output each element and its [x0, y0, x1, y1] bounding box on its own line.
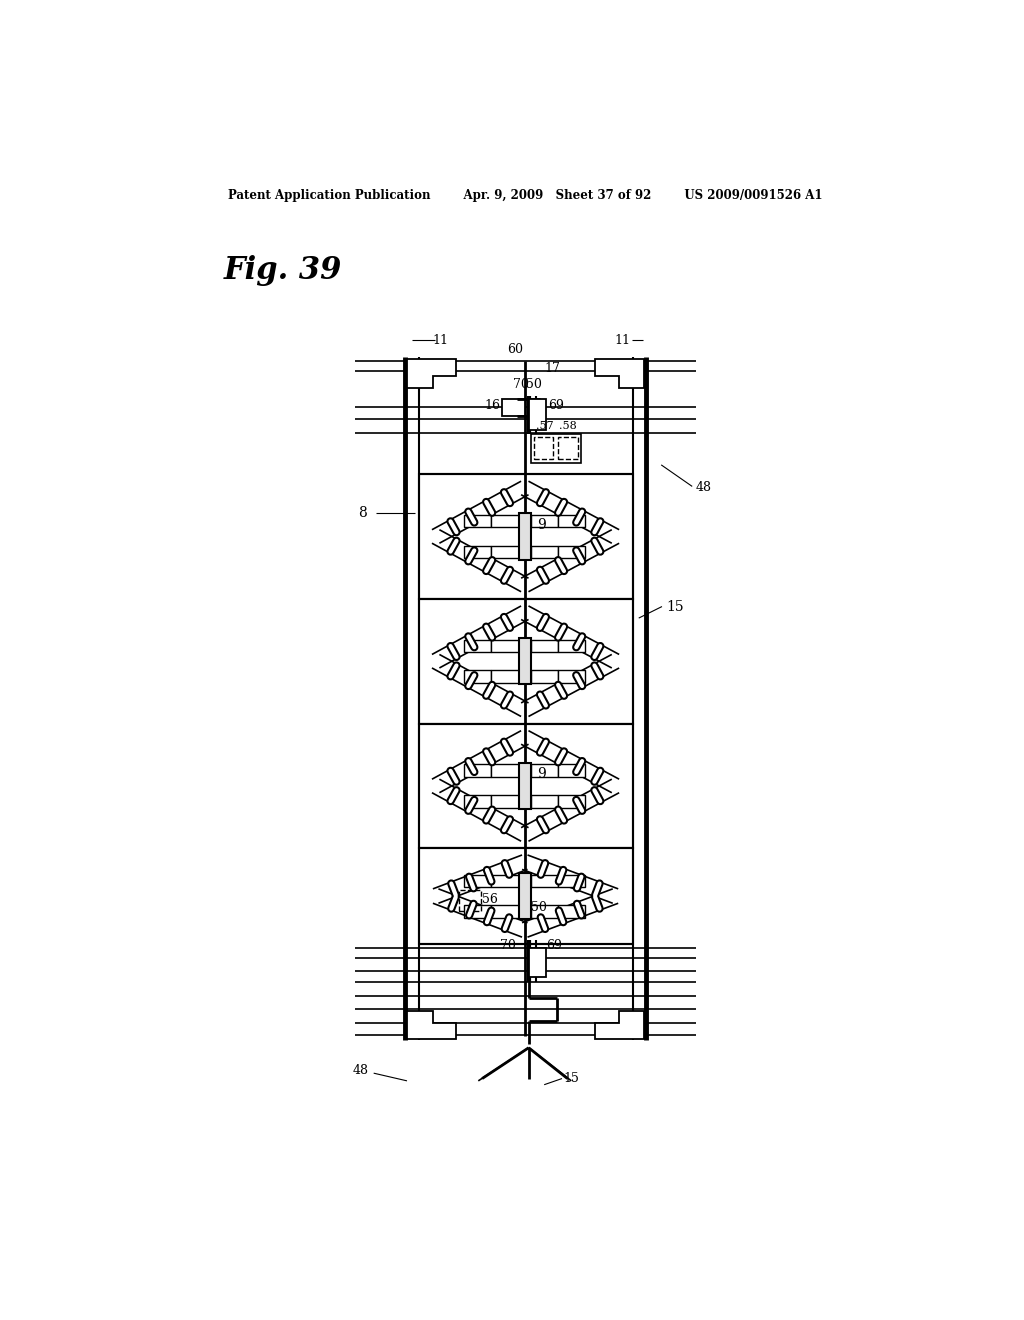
Bar — [464, 764, 492, 776]
Text: 69: 69 — [548, 399, 564, 412]
Bar — [492, 640, 518, 652]
Bar — [492, 795, 518, 808]
Text: 48: 48 — [696, 482, 712, 495]
Bar — [558, 875, 586, 887]
Bar — [492, 764, 518, 776]
Text: 11: 11 — [614, 334, 631, 347]
Bar — [459, 890, 480, 911]
Text: 60: 60 — [508, 343, 523, 356]
Bar — [464, 640, 492, 652]
Text: .57: .57 — [537, 421, 554, 432]
Bar — [558, 671, 586, 682]
Bar — [531, 795, 558, 808]
Bar — [419, 474, 633, 599]
Bar — [464, 906, 492, 917]
Text: 16: 16 — [484, 399, 501, 412]
Bar — [531, 764, 558, 776]
Text: 17: 17 — [544, 362, 560, 375]
Bar — [464, 875, 492, 887]
Bar — [558, 437, 578, 459]
Bar — [531, 906, 558, 917]
Bar — [528, 948, 546, 977]
Bar — [518, 763, 531, 809]
Bar — [502, 400, 524, 416]
Text: 15: 15 — [667, 599, 684, 614]
Bar — [531, 875, 558, 887]
Bar — [558, 640, 586, 652]
Bar — [531, 640, 558, 652]
Text: 69: 69 — [547, 939, 562, 952]
Text: 15: 15 — [563, 1072, 580, 1085]
Bar — [531, 545, 558, 558]
Bar — [464, 515, 492, 527]
Bar — [558, 795, 586, 808]
Bar — [464, 795, 492, 808]
Polygon shape — [407, 1011, 456, 1039]
Bar — [492, 515, 518, 527]
Polygon shape — [407, 359, 456, 388]
Text: 9: 9 — [538, 517, 546, 532]
Text: Patent Application Publication        Apr. 9, 2009   Sheet 37 of 92        US 20: Patent Application Publication Apr. 9, 2… — [227, 189, 822, 202]
Text: Fig. 39: Fig. 39 — [224, 255, 342, 285]
Bar — [464, 545, 492, 558]
Bar — [492, 671, 518, 682]
Bar — [518, 873, 531, 919]
Bar — [528, 400, 546, 430]
Bar — [558, 764, 586, 776]
Text: 9: 9 — [538, 767, 546, 781]
Bar — [492, 875, 518, 887]
Bar — [419, 849, 633, 944]
Bar — [535, 437, 554, 459]
Bar — [464, 671, 492, 682]
Text: 50: 50 — [530, 902, 547, 915]
Text: 8: 8 — [358, 507, 368, 520]
Text: .58: .58 — [559, 421, 578, 432]
Bar — [531, 671, 558, 682]
Text: 70: 70 — [500, 939, 516, 952]
Bar — [492, 906, 518, 917]
Bar — [419, 599, 633, 723]
Polygon shape — [595, 1011, 644, 1039]
Bar — [531, 515, 558, 527]
Polygon shape — [595, 359, 644, 388]
Bar — [558, 906, 586, 917]
Bar — [492, 545, 518, 558]
Bar — [419, 723, 633, 849]
Text: 11: 11 — [432, 334, 449, 347]
Text: 56: 56 — [482, 894, 498, 907]
Text: 48: 48 — [352, 1064, 369, 1077]
Bar — [518, 638, 531, 684]
Bar — [518, 513, 531, 560]
Bar — [531, 434, 582, 463]
Bar — [558, 545, 586, 558]
Text: 70: 70 — [513, 378, 528, 391]
Text: 50: 50 — [526, 378, 542, 391]
Bar — [558, 515, 586, 527]
